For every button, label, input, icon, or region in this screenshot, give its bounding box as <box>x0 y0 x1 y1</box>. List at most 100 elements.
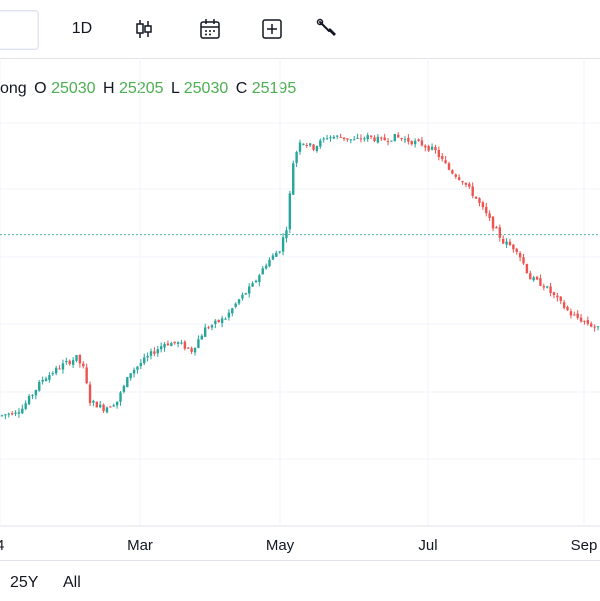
candle-body <box>474 196 478 199</box>
candle-body <box>352 139 356 141</box>
plus-box-icon[interactable] <box>257 14 287 44</box>
wrench-icon[interactable] <box>312 14 342 44</box>
calendar-icon[interactable] <box>195 14 225 44</box>
legend-low-value: 25030 <box>183 80 229 97</box>
candle-body <box>390 140 393 142</box>
ohlc-legend: ong O 25030 H 25205 L 25030 C 25195 <box>0 80 296 100</box>
candle-body <box>596 326 600 328</box>
candle-body <box>349 139 352 141</box>
legend-high-value: 25205 <box>119 80 164 97</box>
candle-body <box>156 349 159 354</box>
interval-button[interactable]: 1D <box>71 20 93 37</box>
candle-body <box>173 341 176 344</box>
candle-body <box>38 382 41 391</box>
candle-body <box>451 170 454 174</box>
top-toolbar: 1D <box>0 0 600 59</box>
symbol-search-box[interactable] <box>0 10 39 50</box>
candle-body <box>237 299 241 304</box>
candle-body <box>579 317 583 322</box>
candle-body <box>153 351 156 354</box>
candle-body <box>542 286 546 288</box>
candle-body <box>129 373 132 379</box>
candle-body <box>170 343 173 347</box>
legend-open-value: 25030 <box>51 80 96 97</box>
candle-body <box>376 136 380 143</box>
candle-body <box>566 306 569 311</box>
candle-body <box>88 384 92 404</box>
candle-body <box>369 135 373 138</box>
candle-body <box>68 360 71 365</box>
range-all-button[interactable]: All <box>63 574 81 591</box>
candle-body <box>143 357 146 364</box>
candle-body <box>356 137 359 139</box>
candle-body <box>24 403 27 409</box>
candle-body <box>187 347 190 349</box>
candle-body <box>346 138 349 140</box>
candle-body <box>373 137 376 142</box>
candle-body <box>593 326 596 328</box>
candle-body <box>305 145 308 147</box>
candle-body <box>58 368 61 370</box>
candle-body <box>0 415 4 417</box>
x-tick-label: Sep <box>571 537 598 554</box>
candle-body <box>535 276 539 280</box>
candle-body <box>508 241 512 246</box>
candle-body <box>410 141 413 145</box>
x-tick-label: May <box>266 537 295 554</box>
candle-body <box>285 230 288 239</box>
candle-body <box>227 312 231 318</box>
candle-body <box>126 377 129 388</box>
candle-body <box>271 255 275 260</box>
candle-body <box>21 408 24 414</box>
x-tick-label: 4 <box>0 537 4 554</box>
candle-body <box>441 156 444 159</box>
candle-body <box>312 144 315 150</box>
candle-body <box>197 339 200 348</box>
candle-body <box>95 401 99 408</box>
candle-body <box>332 136 336 139</box>
candle-body <box>583 320 586 322</box>
candle-body <box>319 140 322 147</box>
candle-body <box>434 147 437 151</box>
candle-body <box>444 160 447 164</box>
candle-body <box>71 360 75 365</box>
candle-body <box>505 241 508 245</box>
candle-body <box>190 348 193 352</box>
candle-body <box>200 335 203 340</box>
candle-body <box>264 265 268 269</box>
candle-body <box>427 146 430 151</box>
candle-body <box>586 320 590 324</box>
candle-body <box>569 311 573 316</box>
candle-body <box>119 392 122 402</box>
chart-canvas[interactable]: 4 Mar May Jul Sep <box>0 58 600 560</box>
candle-body <box>461 181 464 183</box>
candle-body <box>214 320 217 325</box>
candle-body <box>176 342 180 345</box>
candle-body <box>403 139 407 141</box>
legend-close-label: C <box>235 80 248 97</box>
candle-body <box>261 268 264 275</box>
candle-body <box>363 138 366 140</box>
legend-symbol-fragment: ong <box>0 80 27 97</box>
price-chart[interactable]: 4 Mar May Jul Sep <box>0 58 600 560</box>
candle-body <box>109 406 112 408</box>
candle-body <box>491 216 495 229</box>
candle-body <box>359 138 363 140</box>
candle-body <box>552 292 556 296</box>
candle-body <box>529 273 532 280</box>
range-25y-button[interactable]: 25Y <box>10 574 39 591</box>
candle-body <box>336 135 339 137</box>
candle-body <box>573 314 576 316</box>
candle-body <box>4 414 7 416</box>
candle-body <box>203 327 207 337</box>
candle-body <box>27 395 31 405</box>
candle-body <box>525 264 529 273</box>
candle-body <box>295 152 298 163</box>
candle-body <box>397 134 400 138</box>
candle-body <box>102 404 105 411</box>
candle-body <box>322 138 325 140</box>
candle-body <box>136 366 139 370</box>
candle-body <box>518 253 522 258</box>
candlestick-icon[interactable] <box>129 14 159 44</box>
candle-body <box>342 137 346 140</box>
